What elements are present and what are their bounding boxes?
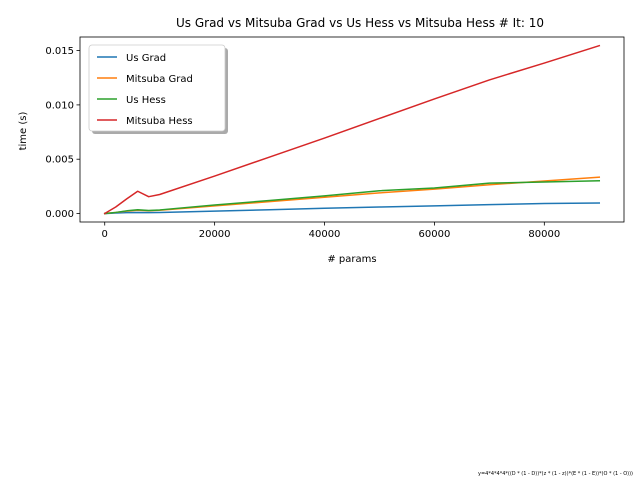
y-axis-label: time (s) [18, 112, 29, 151]
legend-label-2: Mitsuba Grad [126, 74, 193, 85]
axes-frame [79, 36, 625, 223]
y-tick-label: 0.005 [45, 155, 74, 166]
x-axis-label: # params [327, 254, 376, 265]
series-line-1 [103, 202, 601, 215]
x-tick-label: 40000 [309, 229, 341, 240]
y-tick-label: 0.015 [45, 46, 74, 57]
legend: Us Grad Mitsuba Grad Us Hess Mitsuba Hess [88, 44, 228, 134]
x-tick-label: 20000 [199, 229, 231, 240]
chart-title: Us Grad vs Mitsuba Grad vs Us Hess vs Mi… [176, 16, 544, 30]
legend-label-3: Us Hess [126, 95, 166, 106]
plot-area: 0 20000 40000 60000 80000 0.000 0.005 0.010 0.01… [45, 36, 625, 240]
y-tick-label: 0.010 [45, 100, 74, 111]
legend-label-4: Mitsuba Hess [126, 116, 193, 127]
series-line-3 [103, 179, 601, 215]
x-tick-label: 0 [102, 229, 108, 240]
legend-box [88, 44, 226, 132]
y-tick-label: 0.000 [45, 209, 74, 220]
x-tick-label: 80000 [528, 229, 560, 240]
legend-label-1: Us Grad [126, 53, 166, 64]
series-line-4 [103, 44, 601, 215]
formula-footnote: y=4*4*4*4*((D * (1 - D))*(z * (1 - z))*(… [478, 471, 633, 477]
x-tick-label: 60000 [419, 229, 451, 240]
